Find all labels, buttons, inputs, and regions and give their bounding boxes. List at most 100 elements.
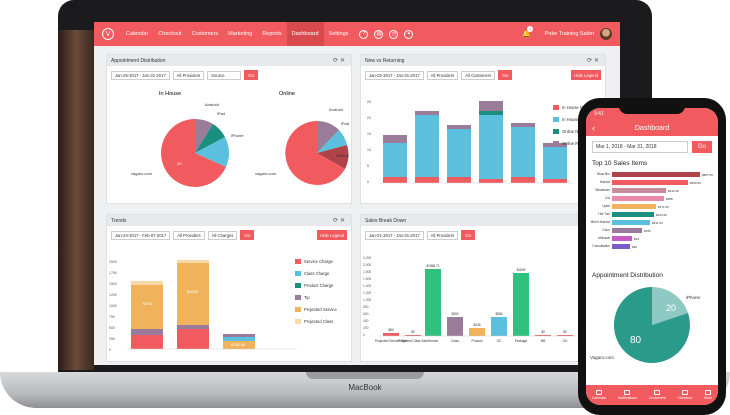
svg-text:$0: $0 [411,330,415,334]
date-range-select[interactable]: Jan-02-2017 - Jan-31-2017 [365,70,424,80]
svg-text:600: 600 [363,312,369,316]
tab-notifications[interactable]: Notifications [618,390,637,400]
svg-text:MB: MB [541,339,546,343]
svg-text:Projected Class Sale: Projected Class Sale [398,339,428,343]
svg-text:15: 15 [367,132,371,136]
y-tick: 1000 [109,304,117,308]
bell-icon [624,390,631,395]
y-axis-ticks: 25 20 15 10 5 0 [367,100,371,184]
calendar-icon[interactable]: ▤ [374,29,384,39]
people-icon [654,390,661,395]
background-photo [58,30,94,370]
svg-text:$80: $80 [388,328,394,332]
tab-checkout[interactable]: Checkout [678,390,692,400]
refresh-close-icon[interactable]: ⟳✕ [332,218,347,224]
pie-label-iphone: iPhone [686,295,701,300]
go-button[interactable]: Go [244,70,259,80]
hide-legend-button[interactable]: Hide Legend [317,230,347,240]
legend-item: Class Charge [304,270,330,276]
y-tick: 2000 [109,260,117,264]
svg-text:GU: GU [563,339,568,343]
nav-marketing[interactable]: Marketing [228,31,253,37]
svg-text:$388: $388 [666,197,673,201]
pie-small-value: 20 [666,303,676,313]
nav-reports[interactable]: Reports [262,31,282,37]
svg-text:$90: $90 [632,245,637,249]
date-range-select[interactable]: Jan-01-2017 - Jan-31-2017 [365,230,424,240]
providers-select[interactable]: All Providers [426,70,459,80]
bar-value: $118.50 [231,342,246,347]
svg-text:0: 0 [363,333,365,337]
panel-title: New vs Returning [365,57,405,64]
svg-text:Mohawk: Mohawk [598,236,610,240]
svg-text:Consultation: Consultation [592,244,610,248]
svg-text:Blowdown: Blowdown [595,188,610,192]
hide-legend-button[interactable]: Hide Legend [571,70,601,80]
legend-item: Projected Class [304,318,334,324]
nav-checkout[interactable]: Checkout [158,31,182,37]
providers-select[interactable]: All Providers [173,230,205,240]
pie-label-source: Vagaro.com [590,355,614,360]
mobile-go-button[interactable]: Go [691,141,712,153]
date-range-select[interactable]: Jan-25-2017 - Jan-31-2017 [111,70,170,80]
svg-text:1,000: 1,000 [363,298,371,302]
go-button[interactable]: Go [498,70,513,80]
y-tick: 750 [109,315,115,319]
more-icon [705,390,712,395]
go-button[interactable]: Go [461,230,476,240]
date-range-select[interactable]: Jan-24-2017 - Feb-07-2017 [111,230,171,240]
svg-text:200: 200 [363,326,369,330]
bell-icon[interactable]: 🔔 1 [522,26,534,38]
nav-settings[interactable]: Settings [328,31,349,37]
tab-calendar[interactable]: Calendar [592,390,606,400]
top10-title: Top 10 Sales Items [592,160,648,167]
svg-text:$1968.71: $1968.71 [426,264,440,268]
svg-text:$0: $0 [563,330,567,334]
providers-select[interactable]: All Providers [426,230,459,240]
charges-select[interactable]: All Charges [207,230,238,240]
customers-select[interactable]: All Customers [461,70,496,80]
in-house-iphone-label: iPhone [231,133,244,138]
help-icon[interactable]: ? [359,29,369,39]
svg-text:Cut: Cut [605,196,610,200]
y-tick: 500 [109,326,115,330]
go-button[interactable]: Go [240,230,255,240]
svg-text:Updo: Updo [602,204,610,208]
avatar[interactable] [600,28,612,40]
y-tick: 1500 [109,282,117,286]
refresh-close-icon[interactable]: ⟳✕ [332,58,347,64]
svg-text:$550: $550 [451,312,458,316]
trends-legend: Service Charge Class Charge Product Char… [295,255,337,327]
svg-text:Hot Tool: Hot Tool [598,212,610,216]
in-house-vagaro-label: vagaro.com [131,171,153,176]
new-vs-returning-chart: 25 20 15 10 5 0 [367,100,573,184]
svg-text:Package: Package [515,339,528,343]
online-title: Online [279,91,295,97]
cart-icon [681,390,688,395]
mobile-date-range[interactable]: Mar 1, 2018 - Mar 31, 2018 [592,141,688,153]
nav-dashboard[interactable]: Dashboard [286,22,324,46]
y-tick: 250 [109,337,115,341]
refresh-close-icon[interactable]: ⟳✕ [586,58,601,64]
tab-customers[interactable]: Customers [649,390,666,400]
tab-more[interactable]: More [704,390,712,400]
vagaro-logo[interactable]: V [102,28,114,40]
svg-text:25: 25 [367,100,371,104]
svg-text:$93: $93 [634,237,639,241]
gift-icon[interactable]: ✦ [404,29,414,39]
source-select[interactable]: Source [207,70,242,80]
notification-badge: 1 [527,26,534,32]
clock-icon[interactable]: ◷ [389,29,399,39]
providers-select[interactable]: All Providers [172,70,205,80]
nav-calendar[interactable]: Calendar [126,31,149,37]
nav-customers[interactable]: Customers [191,31,219,37]
back-icon[interactable]: ‹ [592,123,595,133]
bar-value: $1005 [187,289,199,294]
mobile-tab-bar: Calendar Notifications Customers Checkou… [586,385,718,405]
user-name[interactable]: Poke Training Salon [544,31,594,37]
in-house-title: In House [159,91,182,97]
svg-text:10: 10 [367,148,371,152]
svg-text:$245: $245 [473,323,480,327]
svg-text:2,000: 2,000 [363,263,371,267]
in-house-android-label: Android [205,102,219,107]
